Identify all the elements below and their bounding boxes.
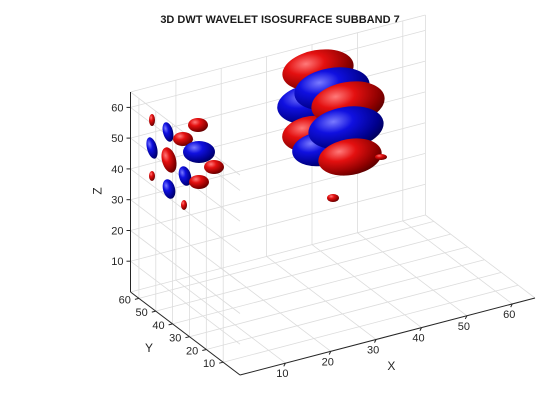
isosurface-lobe-negative	[162, 179, 176, 199]
isosurface-lobe-positive	[149, 171, 155, 181]
x-tick	[328, 351, 332, 355]
z-tick-label: 50	[111, 133, 123, 145]
grid-line	[155, 233, 451, 312]
axis-labels: X Y Z	[91, 187, 396, 373]
isosurface-lobe-negative	[162, 122, 174, 142]
y-tick	[185, 336, 190, 339]
isosurface-lobe-negative	[178, 166, 192, 186]
grid-line	[311, 244, 422, 328]
y-tick	[202, 349, 207, 351]
y-tick-label: 60	[119, 294, 131, 306]
box-edge	[130, 14, 426, 93]
grid-line	[130, 30, 426, 108]
isosurface-lobe-positive	[173, 132, 193, 146]
isosurface-lobe-positive	[318, 138, 382, 176]
x-axis-label: X	[387, 359, 395, 373]
grid-line	[130, 230, 241, 314]
z-tick-label: 40	[111, 164, 123, 176]
x-tick	[374, 339, 377, 343]
x-tick-label: 60	[503, 309, 515, 321]
z-tick-label: 30	[111, 195, 123, 207]
grid-line	[223, 284, 519, 363]
grid-line	[130, 153, 426, 231]
y-tick	[219, 361, 224, 364]
y-tick-label: 30	[169, 333, 181, 345]
x-tick	[283, 362, 286, 367]
axes-frame	[130, 14, 536, 376]
z-tick-label: 60	[111, 102, 123, 114]
grid-line	[138, 221, 435, 299]
isosurface-lobe-negative	[146, 137, 158, 159]
ticks: 10 20 30 40 50 60 10 20 30 40 50 60 10 20 30 40 50 60	[111, 102, 515, 380]
grid-line	[130, 60, 426, 139]
grid-line	[130, 183, 426, 262]
isosurface-lobe-positive	[181, 200, 187, 210]
z-tick-label: 10	[111, 256, 123, 268]
x-tick-label: 40	[412, 333, 424, 345]
box-edge	[425, 214, 536, 299]
y-tick	[168, 323, 173, 326]
grid-line	[130, 260, 241, 345]
y-axis-line	[130, 291, 241, 376]
isosurface-lobe-positive	[161, 147, 177, 173]
grid-line	[357, 232, 468, 317]
isosurface-lobe-positive	[189, 175, 209, 189]
x-tick-label: 10	[276, 368, 288, 380]
chart-title: 3D DWT WAVELET ISOSURFACE SUBBAND 7	[160, 14, 400, 26]
z-tick-label: 20	[111, 226, 123, 238]
isosurface-lobe-positive	[327, 194, 339, 202]
y-tick-label: 50	[136, 307, 148, 319]
y-tick-label: 20	[186, 346, 198, 358]
x-tick-label: 30	[367, 344, 379, 356]
isosurface-lobe-negative	[183, 141, 215, 163]
y-axis-label: Y	[145, 341, 153, 355]
x-axis-line	[239, 297, 536, 376]
x-tick	[419, 327, 422, 332]
z-axis-label: Z	[91, 187, 105, 194]
box-edge	[130, 214, 426, 293]
grid-line	[130, 199, 241, 284]
isosurface	[146, 49, 387, 210]
grid-line	[172, 246, 468, 325]
x-tick-label: 50	[458, 321, 470, 333]
isosurface-lobe-positive	[188, 118, 208, 132]
grid-line	[175, 279, 286, 364]
y-tick	[134, 297, 140, 300]
grid-line	[266, 256, 377, 340]
isosurface-lobe-positive	[375, 154, 387, 160]
y-tick-label: 40	[152, 320, 164, 332]
x-tick	[464, 315, 468, 320]
y-tick	[151, 310, 156, 313]
grid-line	[402, 220, 513, 305]
grid-line	[189, 259, 485, 338]
grid-line	[130, 168, 241, 253]
isosurface-lobe-negative	[308, 106, 384, 150]
x-tick	[510, 303, 513, 308]
isosurface-lobe-positive	[204, 160, 224, 174]
x-tick-label: 20	[322, 356, 334, 368]
isosurface-lobe-positive	[149, 114, 155, 126]
y-tick-label: 10	[203, 358, 215, 370]
grid-line	[206, 272, 502, 350]
